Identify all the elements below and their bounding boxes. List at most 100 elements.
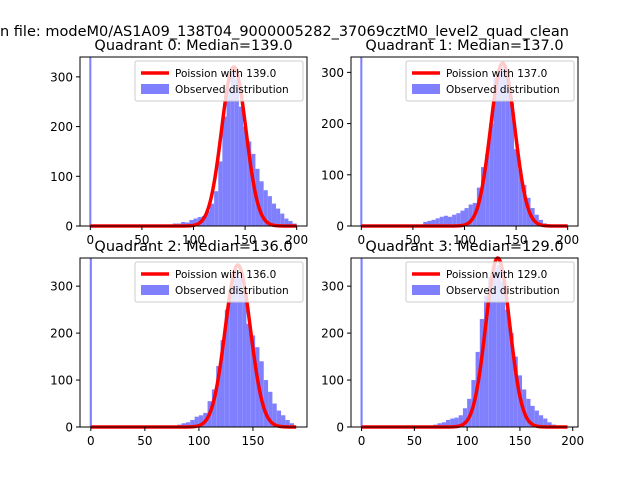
histogram-zero-bar xyxy=(360,57,363,226)
histogram-bar xyxy=(226,89,231,226)
histogram-bar xyxy=(220,340,225,427)
histogram-bar xyxy=(509,103,515,226)
x-tick-label: 100 xyxy=(456,434,479,448)
histogram-bar xyxy=(489,123,494,226)
legend-label: Observed distribution xyxy=(175,84,289,96)
histogram-bar xyxy=(547,422,552,427)
y-tick-label: 300 xyxy=(50,70,73,84)
y-tick-label: 0 xyxy=(336,220,344,234)
y-tick-label: 300 xyxy=(321,280,344,294)
histogram-bar xyxy=(263,380,269,427)
y-tick-label: 300 xyxy=(321,66,344,80)
histogram-bar xyxy=(530,405,535,427)
axes-frame xyxy=(79,257,308,428)
x-tick-label: 100 xyxy=(182,233,205,247)
y-tick-label: 100 xyxy=(50,374,73,388)
legend-label: Poission with 129.0 xyxy=(446,269,547,281)
subplot-title: Quadrant 2: Median=136.0 xyxy=(94,239,292,255)
subplot-quadrant-1: 0 50 100 150 200 0 100 200 300 Quadrant 1: Median… xyxy=(321,38,579,247)
histogram-bar xyxy=(484,295,489,427)
histogram-bar xyxy=(271,203,277,226)
histogram-bar xyxy=(505,74,510,226)
subplot-quadrant-2: 0 50 100 150 0 100 200 300 Quadrant 2: Median=13… xyxy=(50,239,308,448)
histogram-bar xyxy=(246,323,251,427)
histogram-bar xyxy=(492,267,497,427)
histogram-bar xyxy=(181,423,186,427)
legend-label: Poission with 137.0 xyxy=(446,68,547,80)
histogram-bar xyxy=(464,208,469,226)
subplot-grid: 0 50 100 150 200 0 100 200 300 Quadrant 0: Median… xyxy=(50,38,584,448)
x-tick-label: 200 xyxy=(561,434,584,448)
histogram-bar xyxy=(267,196,272,226)
histogram-bar xyxy=(423,221,428,226)
histogram-bar xyxy=(427,220,432,226)
histogram-bar xyxy=(284,218,289,226)
y-tick-label: 300 xyxy=(50,280,73,294)
x-tick-label: 200 xyxy=(285,233,308,247)
histogram-bar xyxy=(468,204,473,226)
figure-suptitle: n file: modeM0/AS1A09_138T04_9000005282_… xyxy=(0,24,569,40)
histogram-bar xyxy=(242,290,247,427)
histogram-bar xyxy=(289,423,295,427)
histogram-bar xyxy=(263,190,268,226)
legend: Poission with 129.0 Observed distribution xyxy=(405,261,575,303)
x-tick-label: 0 xyxy=(358,434,366,448)
histogram-bar xyxy=(218,161,223,226)
legend-box xyxy=(134,261,304,303)
legend-patch-swatch xyxy=(412,285,440,295)
histogram-bar xyxy=(259,181,264,226)
histogram-bar xyxy=(488,276,493,427)
histogram-bar xyxy=(493,77,498,226)
y-tick-label: 100 xyxy=(321,168,344,182)
legend-box xyxy=(405,60,575,102)
histogram-bar xyxy=(211,389,217,427)
subplot-quadrant-0: 0 50 100 150 200 0 100 200 300 Quadrant 0: Median… xyxy=(50,38,308,247)
histogram-bar xyxy=(485,154,490,226)
y-tick-label: 200 xyxy=(321,117,344,131)
legend-label: Observed distribution xyxy=(446,285,560,297)
histogram-bar xyxy=(437,423,442,427)
histogram-bar xyxy=(224,309,230,427)
x-tick-label: 150 xyxy=(241,434,264,448)
histogram-bar xyxy=(452,214,457,226)
histogram-bars xyxy=(360,57,548,226)
legend-box xyxy=(405,261,575,303)
histogram-bar xyxy=(454,417,459,427)
histogram-bar xyxy=(210,203,215,226)
histogram-bar xyxy=(479,319,485,427)
histogram-bar xyxy=(431,219,436,226)
x-tick-label: 0 xyxy=(86,233,94,247)
histogram-bar xyxy=(276,208,281,226)
legend-label: Poission with 136.0 xyxy=(175,269,276,281)
histogram-zero-bar xyxy=(360,258,363,427)
histogram-bar xyxy=(237,276,243,427)
histogram-bar xyxy=(272,403,277,427)
histogram-bar xyxy=(543,418,548,427)
subplot-title: Quadrant 1: Median=137.0 xyxy=(365,38,563,54)
histogram-bar xyxy=(216,365,221,427)
legend-patch-swatch xyxy=(141,285,169,295)
histogram-bar xyxy=(513,356,518,427)
legend-label: Observed distribution xyxy=(175,285,289,297)
legend-patch-swatch xyxy=(141,84,169,94)
histogram-bar xyxy=(281,415,286,427)
x-tick-label: 100 xyxy=(453,233,476,247)
x-tick-label: 50 xyxy=(137,434,152,448)
histogram-bar xyxy=(222,116,227,226)
histogram-bar xyxy=(456,213,461,226)
histogram-bar xyxy=(229,286,234,427)
legend-label: Poission with 139.0 xyxy=(175,68,276,80)
histogram-bar xyxy=(522,185,527,226)
histogram-bar xyxy=(198,415,204,427)
histogram-bar xyxy=(250,335,256,427)
x-tick-label: 0 xyxy=(87,434,95,448)
histogram-bar xyxy=(518,169,523,226)
x-tick-label: 50 xyxy=(405,233,420,247)
legend: Poission with 139.0 Observed distribution xyxy=(134,60,304,102)
histogram-bar xyxy=(233,272,238,427)
histogram-bar xyxy=(481,167,486,226)
legend-box xyxy=(134,60,304,102)
histogram-bar xyxy=(190,419,195,427)
histogram-bar xyxy=(534,410,539,427)
